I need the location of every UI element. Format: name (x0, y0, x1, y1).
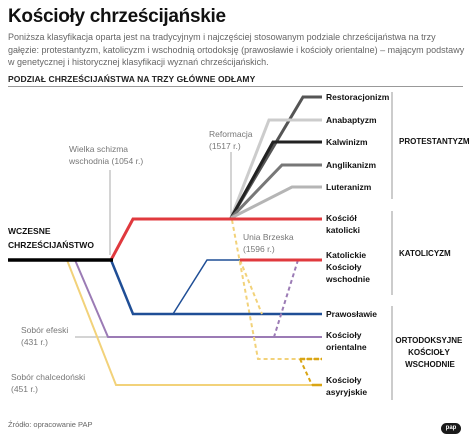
divider (8, 86, 463, 87)
assyrian-dark-link (299, 358, 313, 386)
orthodox-branch (109, 259, 322, 316)
early-christianity-label: WCZESNE CHRZEŚCIJAŃSTWO (8, 226, 94, 250)
page-title: Kościoły chrześcijańskie (8, 6, 226, 27)
eastern-catholic-orthodox-link (172, 259, 240, 315)
source-note: Źródło: opracowanie PAP (8, 420, 93, 429)
assyrian-branch (66, 259, 322, 386)
union-orthodox-dashed (239, 259, 263, 315)
anglikanizm-label: Anglikanizm (326, 160, 377, 170)
anglikanizm-branch (229, 163, 322, 220)
oriental-label: Kościoły orientalne (326, 330, 367, 352)
intro-text: Poniższa klasyfikacja oparta jest na tra… (8, 32, 465, 67)
orthodox-group-label: ORTODOKSYJNE KOŚCIOŁY WSCHODNIE (395, 336, 464, 369)
restoracjonizm-label: Restoracjonizm (326, 92, 390, 102)
protestant-group-label: PROTESTANTYZM (399, 137, 470, 146)
catholic-branch (109, 217, 322, 261)
catholic-church-label: Kościół katolicki (326, 213, 360, 235)
kalwinizm-label: Kalwinizm (326, 137, 368, 147)
luteranizm-label: Luteranizm (326, 182, 372, 192)
prawoslawie-label: Prawosławie (326, 309, 377, 319)
pap-logo: pap (441, 423, 461, 434)
schism-label: Wielka schizma wschodnia (1054 r.) (68, 144, 143, 166)
oriental-branch (74, 259, 322, 338)
luteranizm-branch (230, 185, 322, 220)
chalcedon-label: Sobór chalcedoński (451 r.) (11, 372, 88, 394)
restoracjonizm-branch (229, 95, 322, 219)
ephesus-label: Sobór efeski (431 r.) (21, 325, 71, 347)
anabaptyzm-label: Anabaptyzm (326, 115, 377, 125)
diagram-subtitle: PODZIAŁ CHRZEŚCIJAŃSTWA NA TRZY GŁÓWNE O… (8, 74, 256, 84)
reformation-label: Reformacja (1517 r.) (209, 129, 255, 151)
anabaptyzm-branch (229, 118, 322, 219)
union-oriental-dashed (273, 259, 299, 338)
eastern-catholic-label: Katolickie Kościoły wschodnie (325, 250, 370, 284)
kalwinizm-branch (229, 140, 322, 219)
union-label: Unia Brzeska (1596 r.) (243, 232, 296, 254)
catholic-group-label: KATOLICYZM (399, 249, 451, 258)
assyrian-label: Kościoły asyryjskie (326, 375, 367, 397)
